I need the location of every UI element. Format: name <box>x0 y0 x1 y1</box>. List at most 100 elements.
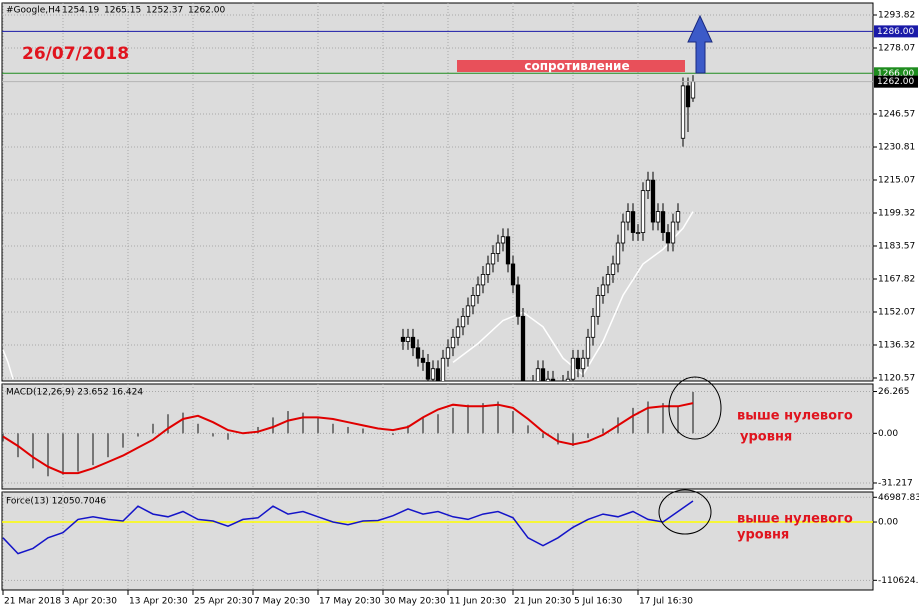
open-label: 1254.19 <box>62 6 99 16</box>
chart-layer: 1293.82 1278.07 1246.57 1230.81 1215.07 1199.… <box>2 3 919 607</box>
level-tag-label: 1266.00 <box>877 69 914 79</box>
y-tick-label: 0.00 <box>878 518 898 528</box>
candle-body <box>480 274 486 286</box>
force-line <box>2 500 694 555</box>
candle-body <box>585 336 591 359</box>
candle-body <box>665 232 671 244</box>
candle-body <box>535 368 541 381</box>
panel-content <box>2 3 873 381</box>
close-label: 1262.00 <box>188 6 225 16</box>
candle-body <box>660 211 666 233</box>
candle-body <box>450 336 456 349</box>
x-tick-label: 5 Jul 16:30 <box>574 597 623 607</box>
candle-body <box>670 221 676 244</box>
x-tick-label: 3 Apr 20:30 <box>64 597 117 607</box>
candle-body <box>540 368 546 381</box>
level-tag <box>874 25 918 38</box>
macd-circle <box>668 376 722 440</box>
force-panel <box>1 491 874 591</box>
candle-body <box>595 294 601 317</box>
panel-content <box>2 492 873 590</box>
candle-body <box>500 236 506 244</box>
candle-body <box>635 232 641 234</box>
candle-body <box>485 263 491 275</box>
macd-panel <box>1 383 874 490</box>
candle-body <box>565 378 571 381</box>
candle-body <box>475 284 481 296</box>
macd-title: MACD(12,26,9) 23.652 16.424 <box>6 388 143 398</box>
candle-body <box>520 315 526 381</box>
candle-body <box>550 378 556 381</box>
candle-body <box>680 85 686 139</box>
low-label: 1252.37 <box>146 6 183 16</box>
candle-body <box>575 357 581 370</box>
candle-body <box>615 242 621 265</box>
y-tick-label: 1183.57 <box>878 242 915 252</box>
level-tag-label: 1262.00 <box>877 77 914 87</box>
main-panel <box>1 2 874 382</box>
resistance-box <box>457 60 685 72</box>
y-tick-label: 1136.32 <box>878 341 915 351</box>
candle-body <box>490 253 496 265</box>
candle-body <box>690 81 696 99</box>
candle-body <box>495 242 501 254</box>
y-tick-label: -110624.6 <box>878 576 919 586</box>
candle-body <box>580 357 586 370</box>
candle-body <box>505 236 511 265</box>
candle-body <box>640 190 646 233</box>
x-tick-label: 7 May 20:30 <box>254 597 310 607</box>
macd-signal <box>2 402 694 475</box>
candle-body <box>425 362 431 380</box>
x-tick-label: 13 Apr 20:30 <box>129 597 188 607</box>
date-label: 26/07/2018 <box>22 44 129 64</box>
candle-body <box>600 284 606 296</box>
level-tag-label: 1286.00 <box>877 27 914 37</box>
candle-body <box>470 294 476 307</box>
high-label: 1265.15 <box>104 6 141 16</box>
candle-body <box>510 263 516 286</box>
candle-body <box>675 211 681 223</box>
y-tick-label: 1120.57 <box>878 374 915 384</box>
y-tick-label: 1215.07 <box>878 176 915 186</box>
x-tick-label: 30 May 20:30 <box>384 597 446 607</box>
y-tick-label: 1246.57 <box>878 110 915 120</box>
candle-body <box>610 263 616 275</box>
candle-body <box>410 336 416 349</box>
y-tick-label: 1230.81 <box>878 143 915 153</box>
candle-body <box>415 347 421 359</box>
y-tick-label: 1278.07 <box>878 44 915 54</box>
candle-body <box>645 179 651 192</box>
candle-body <box>650 179 656 223</box>
y-tick-label: 46987.83 <box>878 493 919 503</box>
up-arrow <box>687 14 713 74</box>
y-tick-label: 1293.82 <box>878 11 915 21</box>
candle-body <box>685 85 691 108</box>
candle-body <box>605 274 611 286</box>
resistance-label: сопротивление <box>524 59 629 73</box>
candle-body <box>655 211 661 223</box>
candle-body <box>445 347 451 359</box>
candle-body <box>620 221 626 244</box>
candle-body <box>460 315 466 328</box>
candle-body <box>590 315 596 338</box>
force-annotation: уровня <box>737 528 789 543</box>
y-tick-label: 0.00 <box>878 429 898 439</box>
symbol-title: #Google,H4 <box>6 6 61 16</box>
candle-body <box>545 378 551 381</box>
y-tick-label: 1199.32 <box>878 209 915 219</box>
y-tick-label: -31.217 <box>878 478 913 488</box>
candle-body <box>465 305 471 317</box>
macd-annotation: выше нулевого <box>737 409 853 424</box>
x-tick-label: 21 Mar 2018 <box>4 597 61 607</box>
level-tag <box>874 75 918 88</box>
panel-content <box>2 384 873 489</box>
candle-body <box>455 326 461 338</box>
candle-body <box>420 357 426 363</box>
x-tick-label: 17 Jul 16:30 <box>639 597 693 607</box>
candle-body <box>430 368 436 380</box>
candle-body <box>405 336 411 342</box>
candle-body <box>435 368 441 381</box>
candle-body <box>400 336 406 342</box>
macd-annotation: уровня <box>740 430 792 445</box>
candle-body <box>440 357 446 381</box>
